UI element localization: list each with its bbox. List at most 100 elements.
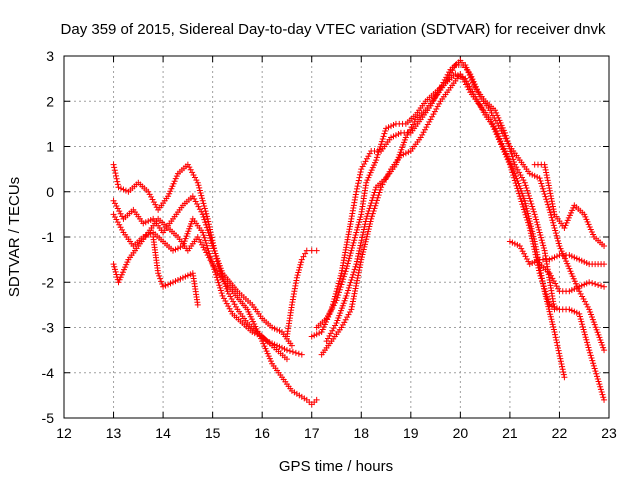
data-point-interp [503, 150, 510, 157]
data-point [531, 211, 538, 218]
data-point-interp [599, 391, 606, 398]
data-point-interp [542, 164, 549, 171]
data-point-interp [541, 191, 548, 198]
data-point-interp [116, 221, 123, 228]
data-point-interp [533, 219, 540, 226]
data-point-interp [494, 130, 501, 137]
data-point-interp [349, 298, 356, 305]
data-point-interp [326, 310, 333, 317]
data-point-interp [349, 242, 356, 249]
data-point [536, 175, 543, 182]
data-point-interp [335, 292, 342, 299]
data-point-interp [190, 171, 197, 178]
data-point [323, 315, 330, 322]
data-point-interp [371, 189, 378, 196]
data-point-interp [360, 226, 367, 233]
data-point-interp [335, 280, 342, 287]
data-point-interp [380, 133, 387, 140]
data-point-interp [220, 295, 227, 302]
data-point-interp [121, 266, 128, 273]
data-point-interp [581, 331, 588, 338]
data-point-interp [381, 130, 388, 137]
data-point-interp [583, 301, 590, 308]
data-point [199, 229, 206, 236]
data-point-interp [553, 337, 560, 344]
data-point-interp [340, 276, 347, 283]
data-point-interp [360, 246, 367, 253]
data-point-interp [508, 151, 515, 158]
data-point-interp [524, 187, 531, 194]
data-point-interp [207, 237, 214, 244]
data-point-interp [264, 350, 271, 357]
data-point [353, 261, 360, 268]
data-point-interp [505, 140, 512, 147]
data-point-interp [469, 88, 476, 95]
data-point-interp [228, 308, 235, 315]
data-point-interp [549, 200, 556, 207]
data-point-interp [111, 200, 118, 207]
data-point-interp [348, 303, 355, 310]
data-point-interp [466, 83, 473, 90]
data-point-interp [297, 261, 304, 268]
data-point-interp [369, 197, 376, 204]
data-point-interp [354, 274, 361, 281]
data-point-interp [426, 118, 433, 125]
data-point-interp [361, 160, 368, 167]
y-tick-label: 3 [46, 48, 54, 64]
data-point-interp [596, 381, 603, 388]
data-point-interp [506, 143, 513, 150]
data-point-interp [353, 258, 360, 265]
data-point-interp [564, 260, 571, 267]
data-point-interp [582, 334, 589, 341]
data-point-interp [347, 250, 354, 257]
data-point-interp [518, 198, 525, 205]
data-points [110, 57, 608, 408]
data-point-interp [113, 175, 120, 182]
data-point-interp [549, 321, 556, 328]
data-point-interp [377, 143, 384, 150]
data-point-interp [383, 173, 390, 180]
data-point [601, 347, 608, 354]
data-point [363, 179, 370, 186]
data-point-interp [585, 221, 592, 228]
data-point-interp [195, 182, 202, 189]
data-point-interp [553, 283, 560, 290]
data-point-interp [552, 334, 559, 341]
data-point-interp [537, 177, 544, 184]
data-point-interp [353, 282, 360, 289]
data-point-interp [345, 311, 352, 318]
data-point-interp [205, 221, 212, 228]
data-point-interp [370, 162, 377, 169]
data-point-interp [565, 263, 572, 270]
data-point-interp [196, 184, 203, 191]
data-point-interp [337, 272, 344, 279]
data-point-interp [583, 336, 590, 343]
data-point-interp [592, 281, 599, 288]
data-point-interp [363, 236, 370, 243]
data-point-interp [547, 212, 554, 219]
data-point [492, 125, 499, 132]
data-point [219, 292, 226, 299]
data-point [531, 238, 538, 245]
data-point-interp [334, 283, 341, 290]
data-point-interp [295, 350, 302, 357]
data-point-interp [423, 124, 430, 131]
data-point-interp [112, 268, 119, 275]
data-point-interp [555, 237, 562, 244]
data-point-interp [166, 190, 173, 197]
data-point-interp [351, 266, 358, 273]
data-point [561, 374, 568, 381]
data-point-interp [495, 132, 502, 139]
data-point-interp [532, 241, 539, 248]
data-point-interp [516, 169, 523, 176]
data-point [601, 283, 608, 290]
data-point-interp [364, 177, 371, 184]
data-point-interp [522, 182, 529, 189]
data-point-interp [538, 237, 545, 244]
data-point-interp [549, 217, 556, 224]
data-point-interp [230, 298, 237, 305]
data-point-interp [346, 255, 353, 262]
data-point-interp [113, 271, 120, 278]
